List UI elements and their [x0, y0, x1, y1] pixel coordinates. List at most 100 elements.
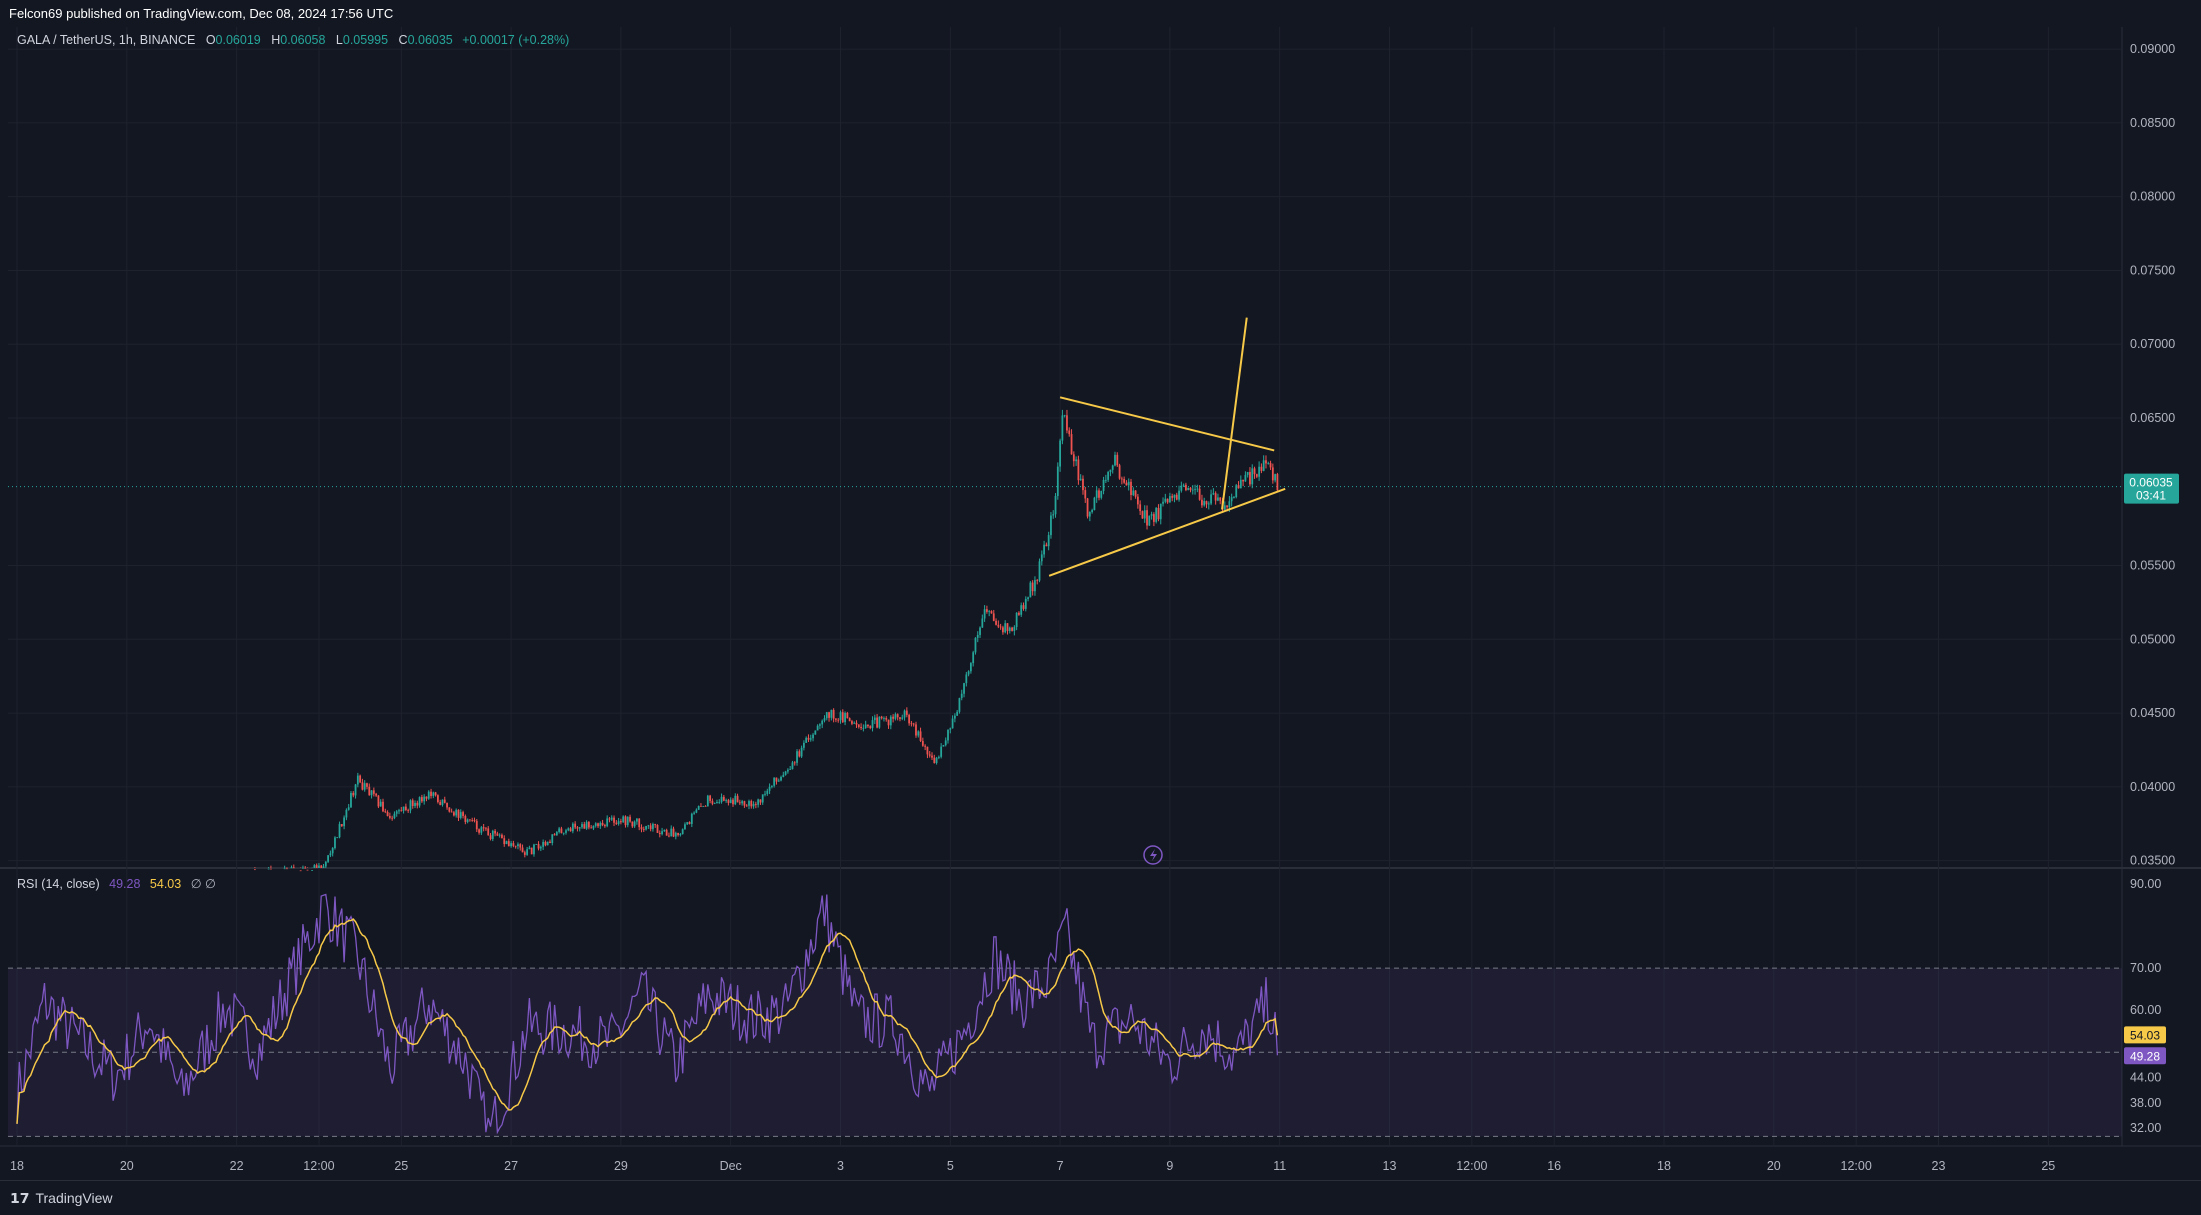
candle-body [967, 671, 970, 675]
candle-body [1180, 485, 1183, 491]
last-price-badge-value: 0.06035 [2129, 476, 2173, 490]
candle-body [464, 815, 467, 822]
price-tick-label: 0.08500 [2130, 116, 2175, 130]
candle-body [1059, 440, 1061, 467]
candle-body [270, 868, 272, 870]
candle-body [986, 609, 988, 612]
time-tick-label: 11 [1273, 1159, 1286, 1173]
candle-body [1255, 474, 1258, 477]
candle-body [1182, 484, 1185, 486]
candle-body [693, 812, 695, 814]
candle-body [999, 626, 1002, 628]
lightning-icon[interactable] [1143, 845, 1163, 865]
candle-body [338, 824, 341, 838]
candle-body [750, 801, 753, 807]
candle-body [1100, 490, 1103, 498]
candle-body [686, 822, 689, 825]
candle-body [780, 776, 782, 781]
brand-name: TradingView [35, 1190, 113, 1206]
rsi-series [16, 893, 1279, 1135]
candle-body [315, 865, 318, 868]
candle-body [553, 834, 556, 836]
candle-body [425, 796, 428, 799]
candle-body [1029, 582, 1032, 598]
candle-body [603, 825, 606, 827]
candle-body [819, 724, 821, 726]
rsi-legend[interactable]: RSI (14, close) 49.28 54.03 ∅ ∅ [17, 876, 216, 891]
candle-body [1194, 489, 1196, 490]
candle-body [944, 740, 947, 746]
candle-body [1139, 504, 1142, 512]
candle-body [521, 847, 524, 853]
candle-body [871, 720, 874, 729]
candle-body [1006, 623, 1009, 631]
candle-body [1056, 466, 1059, 497]
candle-body [958, 698, 961, 712]
time-axis[interactable]: 18 20 22 12:00 25 27 29 Dec 3 5 7 9 11 13 12:00 16 18 20 1… [10, 1159, 2055, 1173]
candle-body [1214, 493, 1217, 501]
candle-body [1148, 515, 1151, 526]
candle-body [359, 775, 362, 783]
rsi-tick-label: 90.00 [2130, 877, 2161, 891]
candle-body [1276, 474, 1279, 491]
candle-body [1123, 478, 1126, 483]
candle-body [887, 719, 890, 726]
candle-body [377, 795, 380, 807]
candle-body [549, 841, 551, 844]
candle-body [725, 800, 728, 801]
candle-body [1189, 487, 1192, 491]
candle-body [853, 722, 856, 724]
candle-body [963, 683, 965, 694]
candle-body [844, 712, 846, 723]
candle-body [919, 731, 922, 741]
price-axis[interactable]: 0.09000 0.08500 0.08000 0.07500 0.07000 0.065… [2130, 42, 2175, 1135]
candle-body [892, 716, 895, 719]
candle-body [523, 852, 526, 855]
candle-body [679, 834, 682, 836]
candle-body [1134, 490, 1137, 497]
candle-body [354, 784, 357, 796]
candle-body [519, 844, 522, 848]
candle-body [528, 847, 531, 850]
candle-body [812, 734, 814, 739]
candle-body [1253, 468, 1256, 475]
candle-body [340, 824, 343, 827]
trendline-drawings[interactable] [1048, 317, 1286, 577]
candle-body [324, 861, 327, 867]
candle-body [1075, 459, 1078, 462]
candle-body [1102, 480, 1105, 491]
candle-body [1274, 474, 1277, 481]
candle-body [786, 769, 789, 772]
candle-body [267, 868, 270, 870]
candle-body [974, 637, 977, 653]
candle-body [885, 718, 888, 720]
candle-body [331, 848, 334, 854]
candle-body [414, 802, 416, 806]
candle-body [949, 728, 952, 730]
candle-body [935, 757, 938, 764]
candle-body [292, 867, 295, 869]
candle-body [766, 790, 769, 794]
candle-body [917, 731, 920, 736]
candle-body [537, 844, 540, 849]
candle-body [430, 791, 432, 796]
time-tick-label: 12:00 [1456, 1159, 1487, 1173]
time-tick-label: 12:00 [1841, 1159, 1872, 1173]
candle-body [1146, 510, 1148, 526]
rsi-tick-label: 60.00 [2130, 1003, 2161, 1017]
candle-body [1079, 478, 1082, 481]
candle-body [1068, 430, 1071, 435]
candle-body [558, 828, 561, 833]
candle-body [656, 825, 659, 833]
candle-body [409, 800, 412, 811]
candle-body [773, 777, 776, 786]
candle-body [1098, 490, 1100, 498]
candle-body [304, 867, 307, 869]
candle-body [652, 824, 654, 830]
candle-body [990, 611, 993, 614]
symbol-legend[interactable]: GALA / TetherUS, 1h, BINANCE O0.06019 H0… [17, 33, 569, 47]
candle-body [565, 830, 567, 833]
candle-body [290, 867, 293, 869]
candle-body [711, 800, 714, 804]
